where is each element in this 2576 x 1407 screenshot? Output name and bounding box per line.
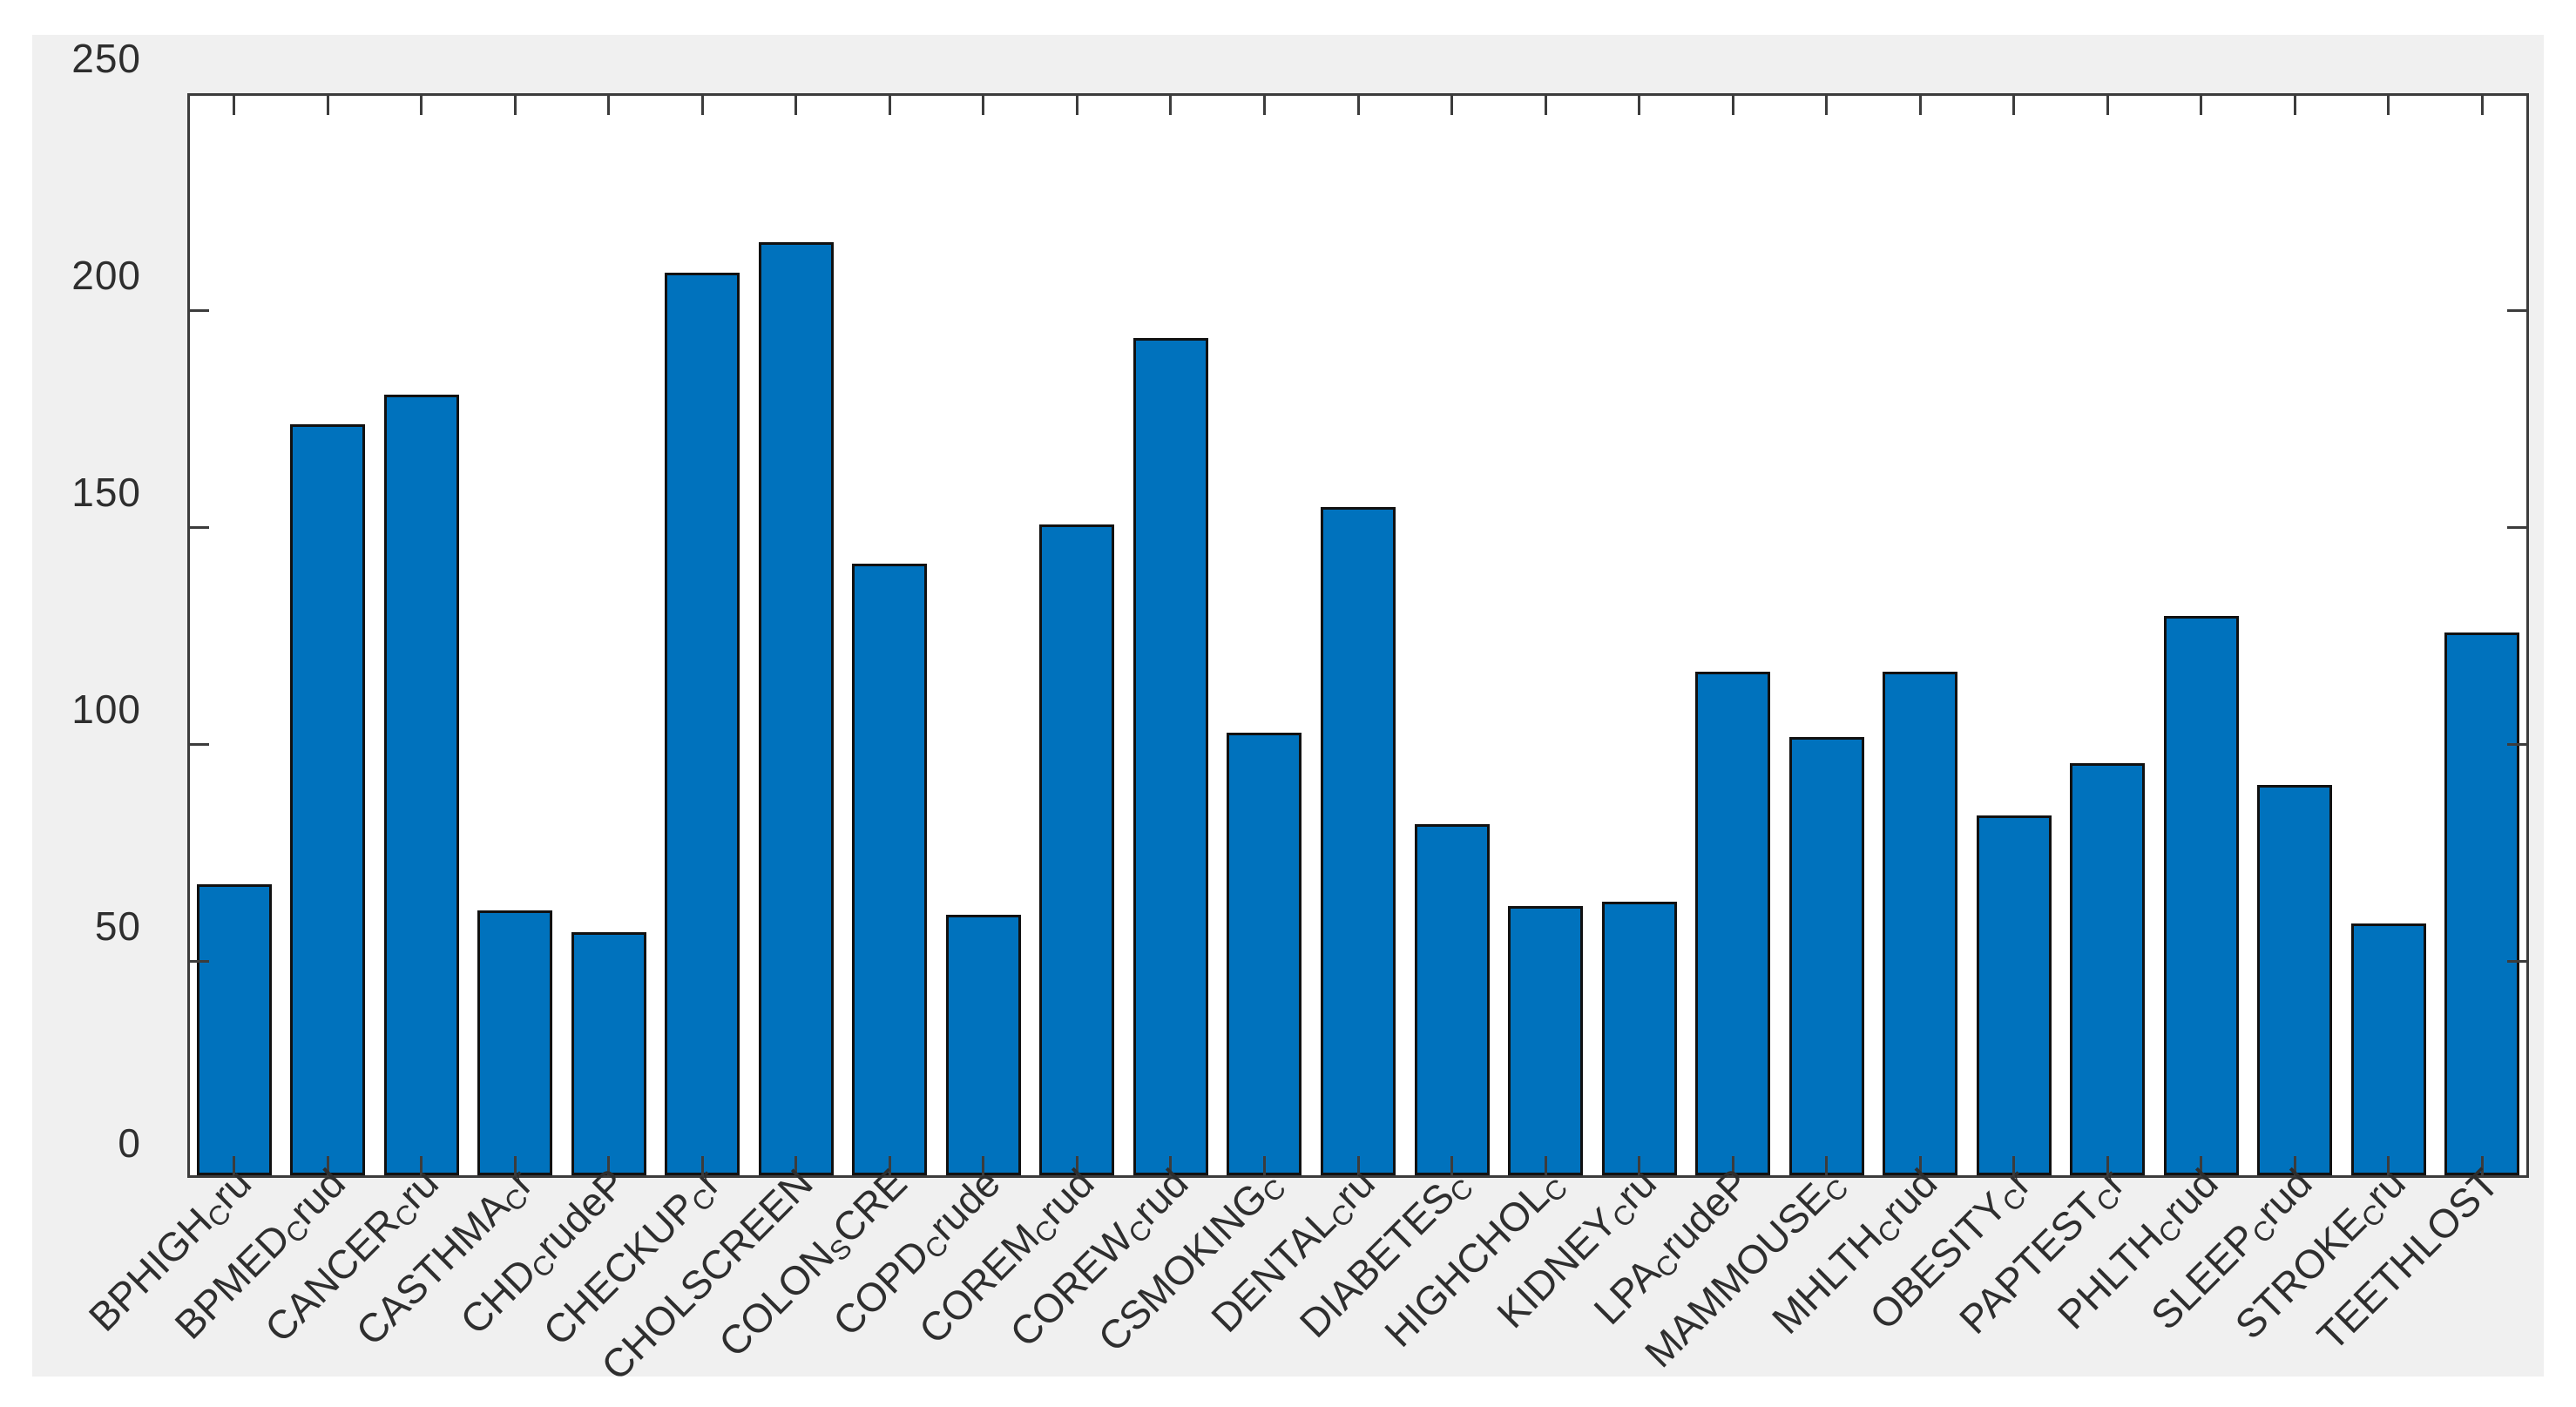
bar-mhlth_crud (1883, 672, 1958, 1175)
x-tick-top (326, 96, 329, 115)
bar-bpmed_crud (290, 424, 366, 1175)
y-tick-label-0: 0 (118, 1120, 141, 1166)
bar-cholscreen (758, 242, 834, 1175)
bar-csmoking_c (1227, 733, 1302, 1175)
y-tick-label-150: 150 (71, 470, 141, 515)
y-tick-right (2507, 742, 2526, 746)
x-tick-bottom (888, 1156, 891, 1175)
figure-canvas (32, 35, 2544, 1377)
x-tick-bottom (1544, 1156, 1547, 1175)
x-tick-bottom (1356, 1156, 1360, 1175)
y-tick-label-250: 250 (71, 36, 141, 81)
x-tick-bottom (982, 1156, 985, 1175)
y-tick-left (190, 308, 209, 312)
x-tick-bottom (1169, 1156, 1173, 1175)
y-tick-label-50: 50 (94, 903, 141, 949)
x-tick-bottom (1638, 1156, 1641, 1175)
y-tick-right (2507, 959, 2526, 963)
bar-kidney_cru (1601, 902, 1677, 1175)
x-tick-top (2387, 96, 2390, 115)
x-tick-top (1731, 96, 1734, 115)
x-tick-top (1075, 96, 1078, 115)
x-tick-top (2480, 96, 2484, 115)
bar-copd_crude (945, 915, 1021, 1175)
x-tick-bottom (1450, 1156, 1454, 1175)
x-tick-bottom (2387, 1156, 2390, 1175)
x-tick-bottom (1075, 1156, 1078, 1175)
x-tick-bottom (2293, 1156, 2296, 1175)
x-tick-bottom (700, 1156, 704, 1175)
x-tick-bottom (2480, 1156, 2484, 1175)
x-tick-top (1356, 96, 1360, 115)
bar-chd_crudep (571, 932, 646, 1175)
x-tick-bottom (2106, 1156, 2109, 1175)
x-tick-top (2012, 96, 2016, 115)
y-tick-right (2507, 308, 2526, 312)
x-tick-bottom (1825, 1156, 1829, 1175)
x-tick-top (233, 96, 236, 115)
bar-paptest_cr (2070, 763, 2146, 1175)
bar-lpa_crudep (1695, 672, 1771, 1175)
y-tick-left (190, 742, 209, 746)
x-tick-bottom (420, 1156, 423, 1175)
y-tick-right (2507, 525, 2526, 529)
bar-corem_crud (1039, 524, 1115, 1175)
x-tick-top (1450, 96, 1454, 115)
y-tick-left (190, 525, 209, 529)
x-tick-bottom (233, 1156, 236, 1175)
x-tick-bottom (326, 1156, 329, 1175)
x-tick-top (2293, 96, 2296, 115)
x-tick-bottom (513, 1156, 517, 1175)
x-tick-bottom (1918, 1156, 1922, 1175)
bar-sleep_crud (2257, 785, 2333, 1175)
bar-teethlost (2444, 632, 2520, 1175)
bar-diabetes_c (1414, 824, 1490, 1175)
bar-corew_crud (1132, 338, 1208, 1175)
x-tick-top (794, 96, 798, 115)
bar-mammouse_c (1788, 737, 1864, 1175)
bar-bphigh_cru (196, 884, 272, 1175)
bar-cancer_cru (383, 395, 459, 1175)
bar-phlth_crud (2163, 616, 2239, 1175)
y-tick-label-200: 200 (71, 253, 141, 298)
x-tick-top (982, 96, 985, 115)
x-tick-top (1825, 96, 1829, 115)
bar-highchol_c (1508, 906, 1584, 1175)
bar-stroke_cru (2350, 923, 2426, 1175)
x-tick-bottom (1731, 1156, 1734, 1175)
x-tick-bottom (2012, 1156, 2016, 1175)
x-tick-bottom (2200, 1156, 2203, 1175)
x-tick-top (1638, 96, 1641, 115)
bar-dental_cru (1321, 507, 1396, 1175)
x-tick-top (1544, 96, 1547, 115)
x-tick-bottom (607, 1156, 611, 1175)
x-tick-bottom (1262, 1156, 1266, 1175)
bar-colon_scre (852, 564, 928, 1175)
x-tick-top (700, 96, 704, 115)
bar-checkup_cr (665, 273, 740, 1175)
x-tick-top (513, 96, 517, 115)
x-tick-top (2200, 96, 2203, 115)
x-tick-top (888, 96, 891, 115)
x-tick-top (607, 96, 611, 115)
x-tick-top (1169, 96, 1173, 115)
bar-obesity_cr (1976, 815, 2052, 1175)
x-tick-top (2106, 96, 2109, 115)
y-tick-left (190, 959, 209, 963)
x-tick-top (1918, 96, 1922, 115)
bar-casthma_cr (477, 910, 553, 1175)
plot-area (187, 93, 2529, 1178)
x-tick-bottom (794, 1156, 798, 1175)
x-tick-top (1262, 96, 1266, 115)
y-tick-label-100: 100 (71, 687, 141, 732)
x-tick-top (420, 96, 423, 115)
